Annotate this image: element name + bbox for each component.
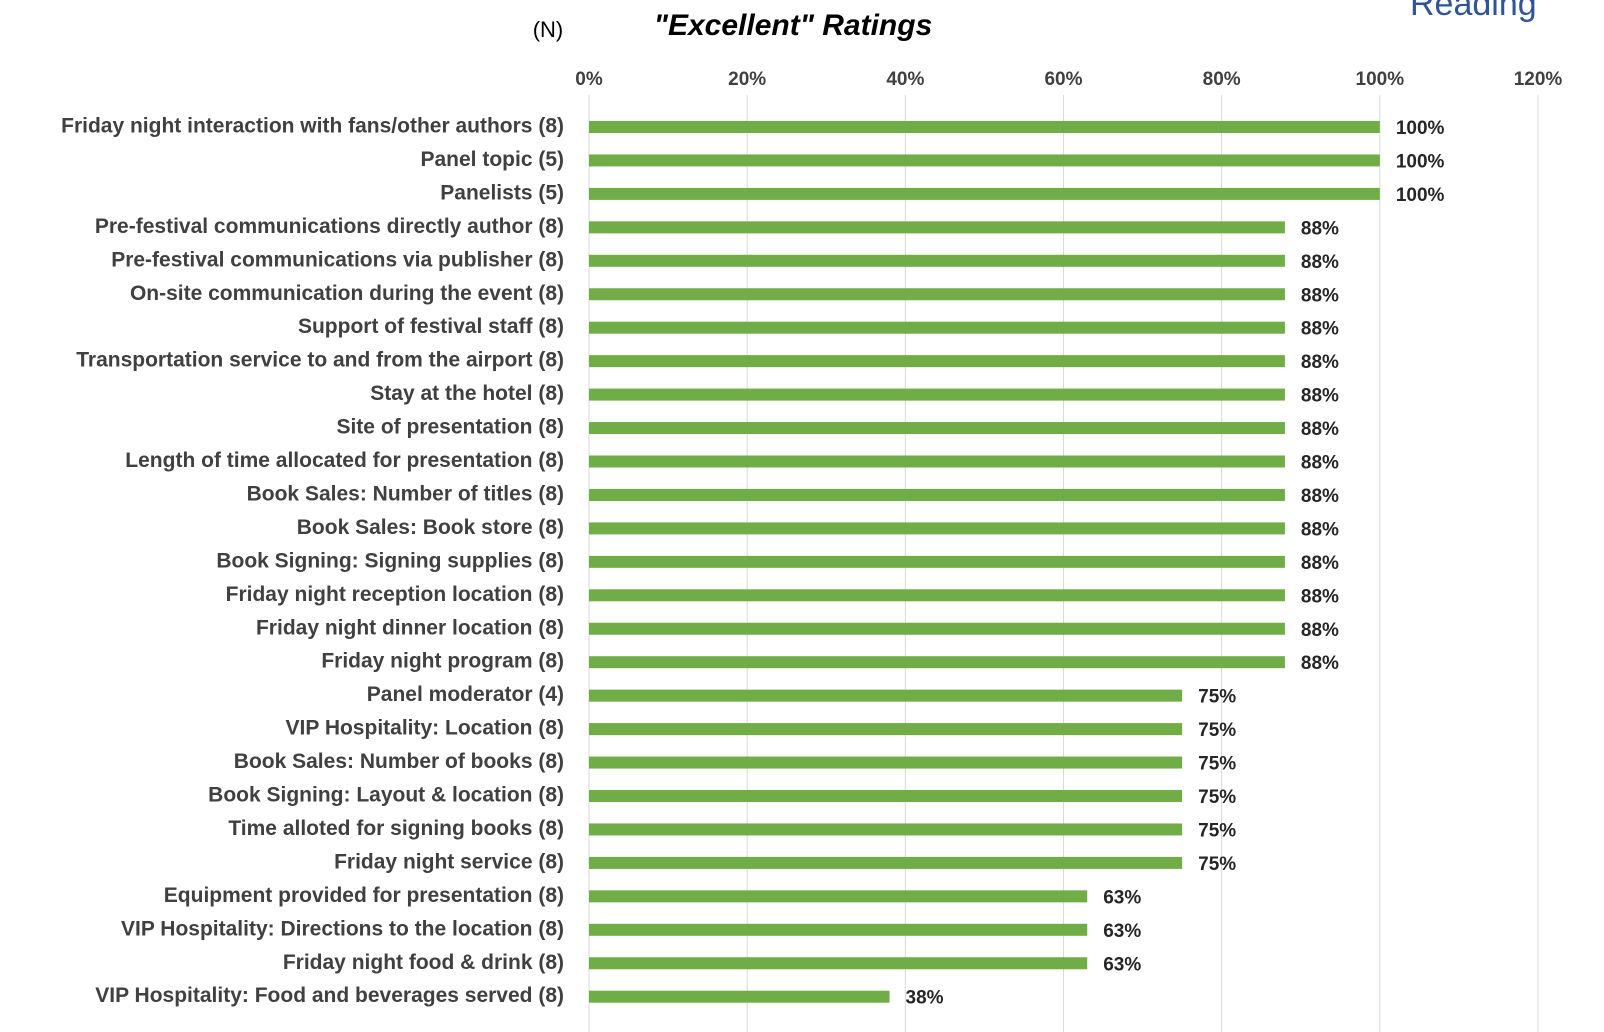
value-label: 88% xyxy=(1301,653,1339,674)
bar xyxy=(589,187,1380,200)
bar xyxy=(589,790,1183,802)
value-label: 88% xyxy=(1301,419,1339,440)
y-tick-label: Book Sales: Number of titles (8) xyxy=(247,482,564,505)
y-tick-label: Friday night food & drink (8) xyxy=(283,951,564,974)
bar xyxy=(589,154,1380,167)
value-label: 88% xyxy=(1301,586,1339,607)
bar xyxy=(589,856,1183,869)
bar xyxy=(589,756,1183,769)
logo: Reading xyxy=(1410,0,1537,23)
value-label: 63% xyxy=(1103,921,1141,942)
y-tick-label: Time alloted for signing books (8) xyxy=(228,817,564,840)
bar xyxy=(589,455,1285,468)
y-tick-label: Book Signing: Signing supplies (8) xyxy=(216,549,564,572)
y-tick-label: Panelists (5) xyxy=(440,181,564,204)
bar xyxy=(589,221,1285,234)
bar xyxy=(589,656,1285,669)
y-tick-label: Book Sales: Book store (8) xyxy=(297,516,564,539)
value-label: 75% xyxy=(1198,720,1236,741)
bar xyxy=(589,522,1285,535)
bar xyxy=(589,689,1183,702)
bar xyxy=(589,321,1285,334)
value-label: 63% xyxy=(1103,887,1141,908)
bar xyxy=(589,622,1285,635)
bar xyxy=(589,723,1183,736)
y-tick-label: VIP Hospitality: Food and beverages serv… xyxy=(95,984,564,1007)
y-tick-label: Pre-festival communications via publishe… xyxy=(111,248,564,271)
x-tick-label: 80% xyxy=(1203,69,1241,90)
bar xyxy=(589,355,1285,368)
x-tick-label: 20% xyxy=(728,69,766,90)
x-tick-label: 60% xyxy=(1044,69,1082,90)
bar xyxy=(589,288,1285,301)
value-label: 88% xyxy=(1301,453,1339,474)
y-tick-label: Friday night program (8) xyxy=(321,650,564,673)
value-label: 75% xyxy=(1198,687,1236,708)
y-tick-label: Friday night service (8) xyxy=(334,850,564,873)
x-tick-label: 0% xyxy=(575,69,603,90)
y-tick-label: Support of festival staff (8) xyxy=(298,315,564,338)
y-tick-label: Pre-festival communications directly aut… xyxy=(95,215,564,238)
y-tick-label: Panel moderator (4) xyxy=(367,683,564,706)
value-label: 63% xyxy=(1103,954,1141,975)
bar xyxy=(589,388,1285,401)
y-tick-label: Book Signing: Layout & location (8) xyxy=(208,784,564,807)
value-label: 88% xyxy=(1301,386,1339,407)
y-tick-label: On-site communication during the event (… xyxy=(130,282,564,305)
value-label: 75% xyxy=(1198,787,1236,808)
value-label: 88% xyxy=(1301,553,1339,574)
y-tick-label: Transportation service to and from the a… xyxy=(76,349,564,372)
value-label: 75% xyxy=(1198,754,1236,775)
value-label: 100% xyxy=(1396,151,1445,172)
y-tick-label: Friday night interaction with fans/other… xyxy=(61,115,564,138)
value-label: 75% xyxy=(1198,820,1236,841)
y-tick-label: Site of presentation (8) xyxy=(336,416,564,439)
value-label: 88% xyxy=(1301,319,1339,340)
bar xyxy=(589,923,1088,936)
bar xyxy=(589,254,1285,267)
x-tick-label: 40% xyxy=(886,69,924,90)
y-tick-label: Stay at the hotel (8) xyxy=(370,382,564,405)
value-label: 88% xyxy=(1301,218,1339,239)
value-label: 88% xyxy=(1301,285,1339,306)
value-label: 88% xyxy=(1301,252,1339,273)
bar xyxy=(589,890,1088,903)
bar xyxy=(589,488,1285,501)
y-tick-label: Length of time allocated for presentatio… xyxy=(125,449,564,472)
chart-subtitle: (N) xyxy=(533,17,564,42)
value-label: 75% xyxy=(1198,854,1236,875)
value-label: 100% xyxy=(1396,118,1445,139)
y-tick-label: Book Sales: Number of books (8) xyxy=(234,750,564,773)
value-label: 88% xyxy=(1301,486,1339,507)
bar xyxy=(589,121,1380,133)
value-label: 100% xyxy=(1396,185,1445,206)
bar xyxy=(589,990,890,1003)
y-tick-label: VIP Hospitality: Directions to the locat… xyxy=(121,917,564,940)
chart-title: "Excellent" Ratings xyxy=(654,9,933,42)
bar xyxy=(589,555,1285,568)
x-tick-label: 100% xyxy=(1356,69,1405,90)
bar xyxy=(589,422,1285,435)
y-tick-label: Friday night dinner location (8) xyxy=(256,616,564,639)
y-tick-label: VIP Hospitality: Location (8) xyxy=(286,717,564,740)
value-label: 88% xyxy=(1301,620,1339,641)
value-label: 88% xyxy=(1301,519,1339,540)
bar xyxy=(589,957,1088,970)
y-tick-label: Equipment provided for presentation (8) xyxy=(164,884,564,907)
y-tick-label: Friday night reception location (8) xyxy=(226,583,564,606)
x-tick-label: 120% xyxy=(1514,69,1563,90)
bar xyxy=(589,823,1183,836)
y-tick-label: Panel topic (5) xyxy=(420,148,564,171)
bar xyxy=(589,589,1285,602)
value-label: 88% xyxy=(1301,352,1339,373)
value-label: 38% xyxy=(906,988,944,1009)
